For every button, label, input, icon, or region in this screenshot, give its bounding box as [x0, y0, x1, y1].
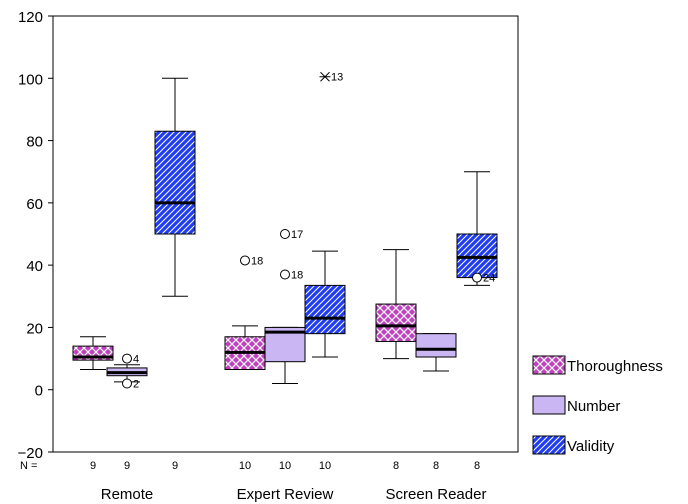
outlier-label: 24	[483, 273, 495, 285]
box-remote-number: 42	[106, 353, 148, 390]
legend-item-validity: Validity	[532, 435, 615, 455]
n-equals-label: N =	[20, 460, 37, 472]
box-remote-validity	[154, 77, 196, 297]
outlier-marker	[280, 269, 290, 280]
box-iqr	[375, 303, 417, 342]
outlier-label: 18	[291, 269, 303, 281]
box-expert-review-validity: 13	[304, 71, 346, 358]
plot-frame	[52, 15, 519, 453]
y-tick-label: 100	[18, 71, 43, 88]
outlier-label: 17	[291, 229, 303, 241]
n-count-label: 8	[393, 460, 399, 472]
outlier-label: 2	[133, 378, 139, 390]
box-screen-reader-thoroughness	[375, 249, 417, 360]
n-count-label: 9	[90, 460, 96, 472]
y-tick-label: 20	[26, 320, 43, 337]
y-tick-label: 0	[35, 383, 43, 400]
legend-label: Validity	[567, 438, 615, 455]
n-count-label: 8	[474, 460, 480, 472]
category-label: Remote	[101, 486, 154, 503]
y-tick-label: 40	[26, 258, 43, 275]
legend-swatch	[532, 395, 566, 415]
outlier-marker	[240, 255, 250, 266]
box-iqr	[304, 284, 346, 335]
outlier-marker	[472, 272, 482, 283]
legend-swatch	[532, 355, 566, 375]
box-screen-reader-number	[415, 333, 457, 372]
outlier-marker	[280, 229, 290, 239]
box-screen-reader-validity: 24	[456, 171, 498, 286]
box-expert-review-thoroughness: 18	[224, 255, 266, 370]
box-iqr	[456, 233, 498, 279]
legend-label: Number	[567, 398, 620, 415]
n-count-label: 10	[319, 460, 331, 472]
legend-label: Thoroughness	[567, 358, 663, 375]
n-count-label: 8	[433, 460, 439, 472]
legend-swatch	[532, 435, 566, 455]
legend-item-number: Number	[532, 395, 620, 415]
legend-item-thoroughness: Thoroughness	[532, 355, 663, 375]
y-tick-label: 120	[18, 9, 43, 26]
n-count-label: 9	[172, 460, 178, 472]
outlier-marker	[122, 353, 132, 364]
category-label: Screen Reader	[386, 486, 487, 503]
n-count-label: 9	[124, 460, 130, 472]
n-count-label: 10	[239, 460, 251, 472]
outlier-label: 13	[331, 72, 343, 84]
outlier-marker	[122, 378, 132, 389]
box-iqr	[415, 333, 457, 358]
outlier-label: 18	[251, 255, 263, 267]
outlier-label: 4	[133, 354, 139, 366]
n-count-label: 10	[279, 460, 291, 472]
extreme-marker	[319, 71, 331, 82]
y-tick-label: −20	[18, 445, 43, 462]
box-iqr	[154, 130, 196, 235]
box-remote-thoroughness	[72, 336, 114, 370]
y-tick-label: 80	[26, 134, 43, 151]
category-label: Expert Review	[237, 486, 334, 503]
y-tick-label: 60	[26, 196, 43, 213]
